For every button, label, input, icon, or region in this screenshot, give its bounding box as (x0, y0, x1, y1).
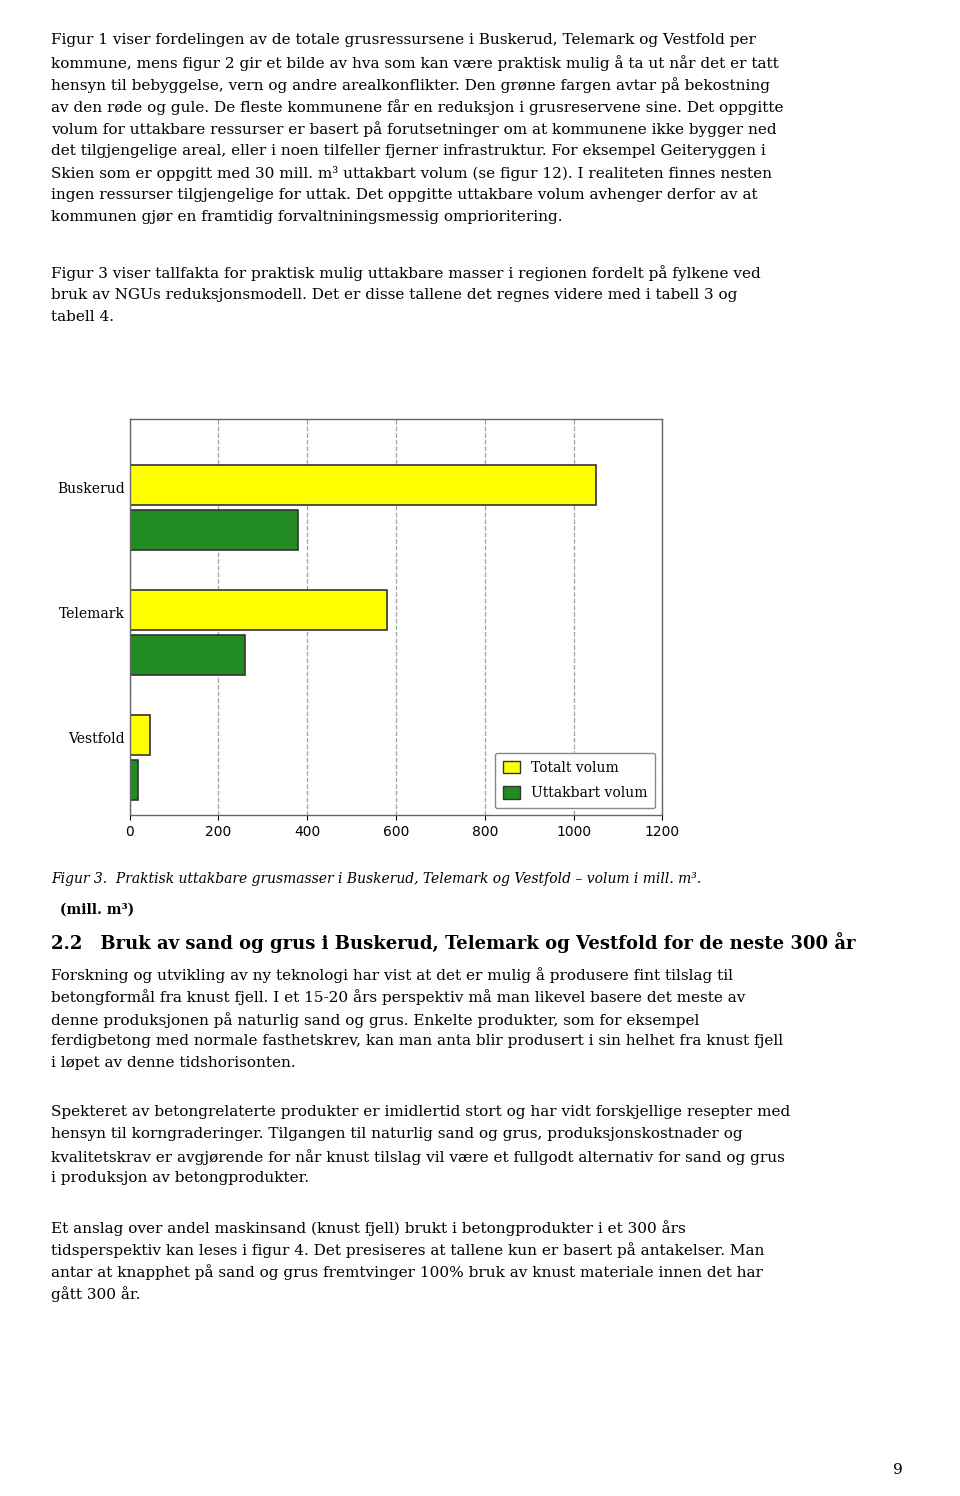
Bar (130, 510, 299, 551)
Text: Forskning og utvikling av ny teknologi har vist at det er mulig å produsere fint: Forskning og utvikling av ny teknologi h… (51, 968, 732, 983)
Text: Spekteret av betongrelaterte produkter er imidlertid stort og har vidt forskjell: Spekteret av betongrelaterte produkter e… (51, 1104, 790, 1119)
Text: tabell 4.: tabell 4. (51, 310, 114, 323)
Bar (130, 715, 150, 755)
Text: ingen ressurser tilgjengelige for uttak. Det oppgitte uttakbare volum avhenger d: ingen ressurser tilgjengelige for uttak.… (51, 188, 757, 202)
Text: bruk av NGUs reduksjonsmodell. Det er disse tallene det regnes videre med i tabe: bruk av NGUs reduksjonsmodell. Det er di… (51, 287, 737, 302)
Text: antar at knapphet på sand og grus fremtvinger 100% bruk av knust materiale innen: antar at knapphet på sand og grus fremtv… (51, 1264, 763, 1281)
Text: Figur 3.  Praktisk uttakbare grusmasser i Buskerud, Telemark og Vestfold – volum: Figur 3. Praktisk uttakbare grusmasser i… (51, 872, 701, 886)
Text: 9: 9 (893, 1463, 902, 1477)
Bar (130, 636, 245, 675)
Text: Skien som er oppgitt med 30 mill. m³ uttakbart volum (se figur 12). I realiteten: Skien som er oppgitt med 30 mill. m³ utt… (51, 166, 772, 181)
Text: i løpet av denne tidshorisonten.: i løpet av denne tidshorisonten. (51, 1056, 296, 1070)
Bar (130, 465, 596, 506)
Text: tidsperspektiv kan leses i figur 4. Det presiseres at tallene kun er basert på a: tidsperspektiv kan leses i figur 4. Det … (51, 1242, 764, 1258)
Text: Figur 3 viser tallfakta for praktisk mulig uttakbare masser i regionen fordelt p: Figur 3 viser tallfakta for praktisk mul… (51, 265, 760, 281)
Text: gått 300 år.: gått 300 år. (51, 1287, 140, 1302)
Text: ferdigbetong med normale fasthetskrev, kan man anta blir produsert i sin helhet : ferdigbetong med normale fasthetskrev, k… (51, 1034, 783, 1047)
Text: volum for uttakbare ressurser er basert på forutsetninger om at kommunene ikke b: volum for uttakbare ressurser er basert … (51, 121, 777, 138)
Bar (130, 760, 138, 800)
Text: kvalitetskrav er avgjørende for når knust tilslag vil være et fullgodt alternati: kvalitetskrav er avgjørende for når knus… (51, 1149, 784, 1165)
Legend: Totalt volum, Uttakbart volum: Totalt volum, Uttakbart volum (494, 752, 656, 808)
Text: denne produksjonen på naturlig sand og grus. Enkelte produkter, som for eksempel: denne produksjonen på naturlig sand og g… (51, 1011, 699, 1028)
Text: det tilgjengelige areal, eller i noen tilfeller fjerner infrastruktur. For eksem: det tilgjengelige areal, eller i noen ti… (51, 144, 766, 157)
Text: (mill. m³): (mill. m³) (60, 902, 134, 917)
Text: Figur 1 viser fordelingen av de totale grusressursene i Buskerud, Telemark og Ve: Figur 1 viser fordelingen av de totale g… (51, 33, 756, 46)
Text: i produksjon av betongprodukter.: i produksjon av betongprodukter. (51, 1171, 309, 1185)
Text: kommune, mens figur 2 gir et bilde av hva som kan være praktisk mulig å ta ut nå: kommune, mens figur 2 gir et bilde av hv… (51, 55, 779, 70)
Text: 2.2  Bruk av sand og grus i Buskerud, Telemark og Vestfold for de neste 300 år: 2.2 Bruk av sand og grus i Buskerud, Tel… (51, 932, 855, 953)
Text: kommunen gjør en framtidig forvaltniningsmessig omprioritering.: kommunen gjør en framtidig forvaltnining… (51, 209, 563, 224)
Text: av den røde og gule. De fleste kommunene får en reduksjon i grusreservene sine. : av den røde og gule. De fleste kommunene… (51, 99, 783, 115)
Text: hensyn til bebyggelse, vern og andre arealkonflikter. Den grønne fargen avtar på: hensyn til bebyggelse, vern og andre are… (51, 78, 770, 93)
Text: Et anslag over andel maskinsand (knust fjell) brukt i betongprodukter i et 300 å: Et anslag over andel maskinsand (knust f… (51, 1219, 685, 1236)
Text: betongformål fra knust fjell. I et 15-20 års perspektiv må man likevel basere de: betongformål fra knust fjell. I et 15-20… (51, 989, 745, 1005)
Bar (130, 591, 387, 630)
Text: hensyn til korngraderinger. Tilgangen til naturlig sand og grus, produksjonskost: hensyn til korngraderinger. Tilgangen ti… (51, 1126, 742, 1141)
